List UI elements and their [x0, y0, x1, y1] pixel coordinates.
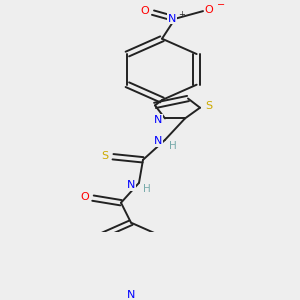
Text: S: S: [101, 151, 109, 161]
Text: S: S: [206, 101, 213, 111]
Text: H: H: [143, 184, 151, 194]
Text: H: H: [169, 141, 177, 151]
Text: −: −: [217, 0, 225, 10]
Text: O: O: [141, 6, 149, 16]
Text: N: N: [168, 14, 176, 24]
Text: N: N: [127, 180, 135, 190]
Text: +: +: [178, 10, 185, 19]
Text: N: N: [154, 136, 162, 146]
Text: N: N: [154, 115, 162, 125]
Text: N: N: [127, 290, 135, 300]
Text: O: O: [205, 4, 213, 15]
Text: O: O: [81, 192, 89, 203]
